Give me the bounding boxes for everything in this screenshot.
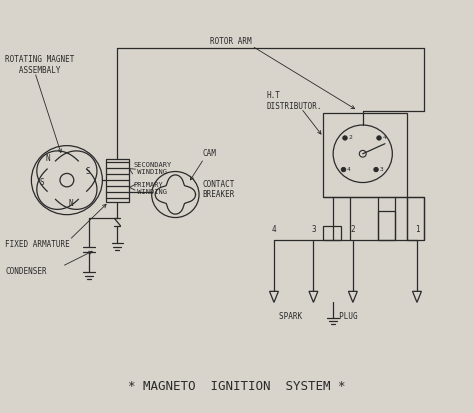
Text: 4: 4	[272, 225, 276, 234]
Text: ROTATING MAGNET
   ASSEMBALY: ROTATING MAGNET ASSEMBALY	[5, 55, 74, 75]
Text: * MAGNETO  IGNITION  SYSTEM *: * MAGNETO IGNITION SYSTEM *	[128, 380, 346, 393]
Circle shape	[374, 167, 378, 172]
Text: 3: 3	[311, 225, 316, 234]
Text: N: N	[46, 154, 50, 163]
Text: 1: 1	[415, 225, 419, 234]
Bar	[323, 113, 407, 197]
Circle shape	[341, 167, 346, 172]
Text: SECONDARY
 WINDING: SECONDARY WINDING	[134, 161, 172, 175]
Text: ROTOR ARM: ROTOR ARM	[210, 37, 252, 45]
Text: N: N	[69, 199, 73, 208]
Circle shape	[377, 136, 381, 140]
Text: 3: 3	[380, 167, 383, 172]
Text: CAM: CAM	[202, 149, 216, 158]
Text: PRIMARY
 WINDING: PRIMARY WINDING	[134, 182, 167, 195]
Text: 2: 2	[351, 225, 355, 234]
Text: H.T
DISTRIBUTOR.: H.T DISTRIBUTOR.	[266, 91, 322, 111]
Text: 4: 4	[383, 135, 386, 140]
Bar	[407, 197, 424, 240]
Text: 2: 2	[348, 135, 352, 140]
Bar	[323, 225, 340, 240]
Bar	[377, 211, 395, 240]
Text: SPARK        PLUG: SPARK PLUG	[279, 312, 357, 321]
Text: 4: 4	[347, 167, 351, 172]
Text: S: S	[40, 178, 45, 187]
Text: CONDENSER: CONDENSER	[5, 267, 47, 276]
Circle shape	[343, 136, 347, 140]
Text: S: S	[85, 167, 90, 176]
Bar	[106, 159, 128, 202]
Text: FIXED ARMATURE: FIXED ARMATURE	[5, 240, 70, 249]
Text: CONTACT
BREAKER: CONTACT BREAKER	[202, 180, 235, 199]
